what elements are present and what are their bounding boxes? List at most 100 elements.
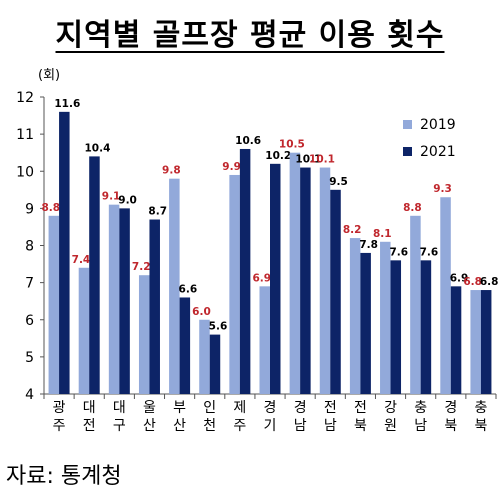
data-label-2021: 9.0 bbox=[118, 194, 137, 206]
bar-2021 bbox=[450, 286, 462, 394]
x-category-label: 인 bbox=[203, 400, 216, 416]
bar-2021 bbox=[239, 148, 251, 394]
data-label-2021: 5.6 bbox=[209, 321, 228, 333]
legend-label-2019: 2019 bbox=[420, 117, 456, 133]
data-label-2021: 7.6 bbox=[389, 246, 408, 258]
chart-title: 지역별 골프장 평균 이용 횟수 bbox=[55, 18, 445, 53]
bar-2019 bbox=[440, 197, 451, 394]
x-category-label: 전 bbox=[83, 418, 96, 434]
y-unit-label: (회) bbox=[38, 68, 60, 83]
bar-2021 bbox=[119, 208, 130, 394]
bar-2019 bbox=[319, 167, 331, 394]
x-category-label: 북 bbox=[474, 418, 487, 434]
x-category-label: 산 bbox=[173, 418, 186, 434]
data-label-2019: 9.1 bbox=[102, 191, 121, 203]
y-tick-label: 6 bbox=[25, 313, 34, 329]
data-label-2019: 9.3 bbox=[433, 183, 452, 195]
x-category-label: 충 bbox=[474, 400, 487, 416]
x-category-label: 대 bbox=[113, 400, 126, 416]
x-category-label: 북 bbox=[354, 418, 367, 434]
x-category-label: 천 bbox=[203, 418, 216, 434]
data-label-2019: 7.2 bbox=[132, 261, 151, 273]
x-category-label: 광 bbox=[53, 400, 66, 416]
x-category-label: 기 bbox=[264, 418, 277, 434]
data-label-2021: 6.6 bbox=[179, 283, 198, 295]
data-label-2019: 6.9 bbox=[252, 272, 271, 284]
bar-2021 bbox=[480, 290, 492, 394]
x-category-label: 주 bbox=[53, 418, 66, 434]
bar-2021 bbox=[390, 260, 402, 394]
bar-2019 bbox=[108, 204, 120, 394]
x-category-label: 원 bbox=[384, 418, 397, 434]
data-label-2021: 7.8 bbox=[359, 239, 378, 251]
x-category-label: 전 bbox=[324, 400, 337, 416]
legend-label-2021: 2021 bbox=[420, 144, 456, 160]
x-category-label: 대 bbox=[83, 400, 96, 416]
bar-2021 bbox=[270, 163, 281, 394]
data-label-2021: 10.1 bbox=[295, 154, 321, 166]
bar-2019 bbox=[470, 290, 481, 394]
bar-2019 bbox=[78, 267, 90, 394]
x-category-label: 제 bbox=[233, 400, 246, 416]
legend-swatch-2019 bbox=[403, 120, 412, 129]
data-label-2019: 10.1 bbox=[309, 154, 335, 166]
bar-2019 bbox=[199, 319, 210, 394]
x-category-label: 주 bbox=[233, 418, 246, 434]
x-category-label: 울 bbox=[143, 400, 156, 416]
data-label-2019: 8.8 bbox=[42, 202, 61, 214]
chart-title-container: 지역별 골프장 평균 이용 횟수 bbox=[0, 10, 500, 54]
bar-2019 bbox=[259, 286, 270, 394]
bar-2019 bbox=[410, 215, 421, 394]
data-label-2021: 11.6 bbox=[54, 98, 80, 110]
data-label-2019: 9.9 bbox=[222, 161, 241, 173]
bar-2019 bbox=[380, 241, 391, 394]
data-label-2019: 6.8 bbox=[463, 276, 482, 288]
x-category-label: 산 bbox=[143, 418, 156, 434]
y-tick-label: 12 bbox=[16, 90, 34, 106]
legend-swatch-2021 bbox=[403, 147, 412, 156]
x-category-label: 충 bbox=[414, 400, 427, 416]
data-label-2021: 6.8 bbox=[480, 276, 499, 288]
bar-2021 bbox=[179, 297, 191, 394]
data-label-2021: 10.4 bbox=[84, 142, 110, 154]
x-category-label: 경 bbox=[294, 400, 307, 416]
bar-2021 bbox=[420, 260, 432, 394]
bar-2019 bbox=[289, 152, 301, 394]
data-label-2019: 6.0 bbox=[192, 306, 211, 318]
y-tick-label: 10 bbox=[16, 164, 34, 180]
bar-2021 bbox=[300, 167, 311, 394]
bar-2021 bbox=[149, 219, 160, 394]
data-label-2021: 10.2 bbox=[265, 150, 291, 162]
bar-2021 bbox=[209, 334, 221, 394]
data-label-2019: 8.1 bbox=[373, 228, 392, 240]
y-tick-label: 7 bbox=[25, 276, 34, 292]
x-category-label: 경 bbox=[444, 400, 457, 416]
x-category-label: 강 bbox=[384, 400, 397, 416]
data-label-2019: 9.8 bbox=[162, 165, 181, 177]
data-label-2021: 6.9 bbox=[450, 272, 469, 284]
bar-chart: (회)4567891011128.811.6광주7.410.4대전9.19.0대… bbox=[16, 68, 499, 434]
x-category-label: 경 bbox=[264, 400, 277, 416]
data-label-2019: 8.2 bbox=[343, 224, 362, 236]
y-tick-label: 8 bbox=[25, 239, 34, 255]
bar-2019 bbox=[138, 275, 150, 394]
bar-2019 bbox=[229, 174, 240, 394]
y-tick-label: 9 bbox=[25, 201, 34, 217]
data-label-2019: 8.8 bbox=[403, 202, 422, 214]
bar-2021 bbox=[330, 189, 341, 394]
x-category-label: 남 bbox=[294, 418, 307, 434]
y-tick-label: 4 bbox=[25, 387, 34, 403]
bar-2021 bbox=[360, 252, 371, 394]
data-label-2021: 9.5 bbox=[329, 176, 348, 188]
data-label-2021: 8.7 bbox=[148, 206, 167, 218]
bar-2021 bbox=[89, 156, 100, 394]
x-category-label: 북 bbox=[444, 418, 457, 434]
x-category-label: 구 bbox=[113, 418, 126, 434]
source-note: 자료: 통계청 bbox=[6, 464, 122, 489]
x-category-label: 부 bbox=[173, 400, 186, 416]
bar-2021 bbox=[59, 111, 70, 394]
x-category-label: 전 bbox=[354, 400, 367, 416]
y-tick-label: 11 bbox=[16, 127, 34, 143]
x-category-label: 남 bbox=[324, 418, 337, 434]
bar-2019 bbox=[48, 215, 60, 394]
